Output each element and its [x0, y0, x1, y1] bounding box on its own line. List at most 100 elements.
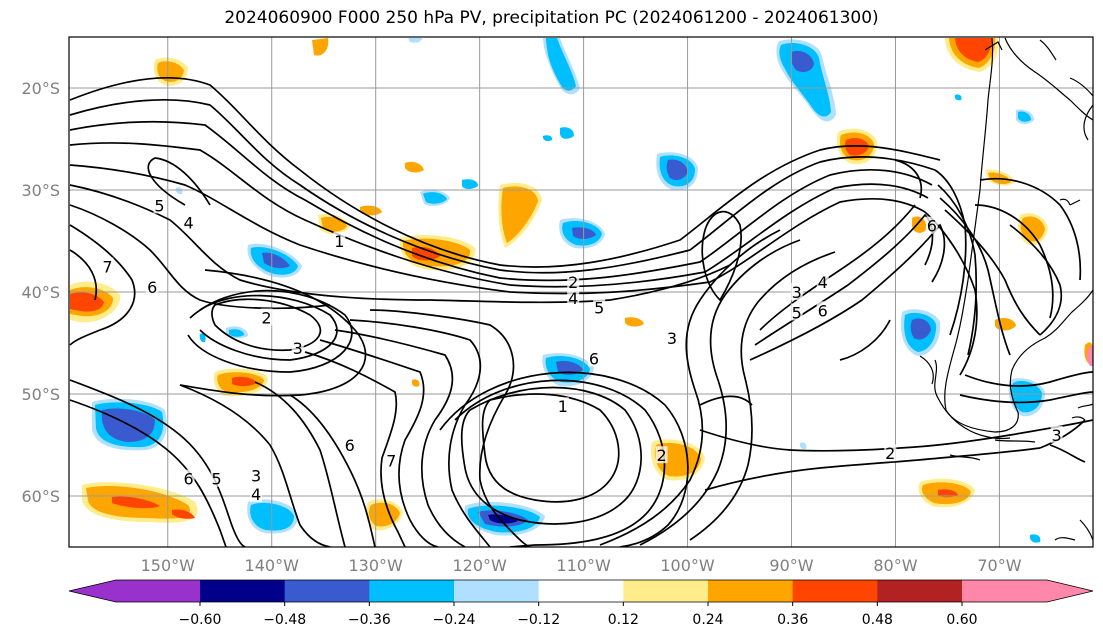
positive-anomalies	[70, 38, 1093, 531]
longitude-label: 110°W	[556, 556, 611, 575]
colorbar-tick-label: 0.36	[777, 612, 808, 628]
contour-label-bg	[587, 349, 600, 367]
colorbar-over-extension	[1047, 580, 1093, 602]
contour-label: 7	[102, 258, 112, 277]
pv-contours	[69, 76, 1093, 547]
contour-label: 1	[558, 397, 568, 416]
contour-label: 3	[667, 329, 677, 348]
colorbar-segment	[284, 580, 370, 602]
colorbar-tick-label: 0.48	[862, 612, 893, 628]
colorbar-segment	[962, 580, 1047, 602]
longitude-label: 70°W	[977, 556, 1021, 575]
contour-label-bg	[343, 436, 356, 453]
colorbar-tick-label: −0.12	[517, 612, 560, 628]
contour-label-bg	[884, 444, 897, 462]
latitude-label: 30°S	[21, 181, 60, 200]
contour-label: 6	[345, 436, 355, 455]
longitude-label: 80°W	[873, 556, 917, 575]
precipitation-shading	[70, 38, 1093, 543]
contour-label-bg	[1050, 425, 1063, 443]
contour-label-bg	[567, 289, 580, 307]
colorbar-tick-label: −0.36	[348, 612, 391, 628]
colorbar-under-extension	[69, 580, 116, 602]
colorbar-tick-label: 0.24	[692, 612, 723, 628]
contour-label: 4	[251, 485, 261, 504]
contour-label-bg	[260, 308, 273, 326]
contour-label-bg	[790, 283, 803, 300]
contour-label: 5	[154, 196, 164, 215]
colorbar-tick-label: 0.12	[608, 612, 639, 628]
contour-label: 6	[927, 217, 937, 236]
contour-label: 4	[183, 214, 193, 233]
contour-label: 4	[818, 273, 828, 292]
contour-label-bg	[593, 298, 606, 316]
colorbar-segment	[623, 580, 709, 602]
latitude-label: 40°S	[21, 283, 60, 302]
contour-label-bg	[182, 469, 195, 487]
longitude-label: 140°W	[245, 556, 300, 575]
map-title: 2024060900 F000 250 hPa PV, precipitatio…	[224, 8, 879, 28]
contour-label-bg	[250, 466, 263, 484]
contour-label: 3	[293, 339, 303, 358]
contour-label-bg	[101, 257, 114, 275]
longitude-label: 130°W	[349, 556, 404, 575]
latitude-label: 20°S	[21, 79, 60, 98]
contour-label: 6	[183, 470, 193, 489]
contour-label: 3	[251, 467, 261, 486]
longitude-label: 150°W	[141, 556, 196, 575]
contour-label: 2	[261, 309, 271, 328]
contour-label-bg	[816, 272, 829, 290]
colorbar-segment	[116, 580, 200, 602]
contour-label-bg	[925, 216, 938, 234]
contour-label: 3	[792, 283, 802, 302]
contour-label-bg	[655, 446, 668, 464]
longitude-label: 100°W	[660, 556, 715, 575]
contour-label: 6	[147, 278, 157, 297]
colorbar-segment	[538, 580, 624, 602]
contour-label: 5	[212, 470, 222, 489]
colorbar-segment	[200, 580, 286, 602]
longitude-label: 120°W	[452, 556, 507, 575]
colorbar-segment	[877, 580, 963, 602]
longitude-label: 90°W	[769, 556, 813, 575]
coastlines	[919, 37, 1093, 541]
colorbar-tick-label: −0.24	[433, 612, 476, 628]
contour-label: 1	[334, 232, 344, 251]
colorbar-tick-label: −0.60	[179, 612, 222, 628]
contour-label: 5	[594, 298, 604, 317]
colorbar-segment	[708, 580, 794, 602]
contour-label: 6	[589, 349, 599, 368]
contour-label: 3	[1052, 426, 1062, 445]
contour-label: 5	[792, 303, 802, 322]
contour-label: 2	[568, 273, 578, 292]
latitude-label: 50°S	[21, 385, 60, 404]
colorbar-tick-label: 0.60	[946, 612, 977, 628]
contour-label-bg	[665, 328, 678, 346]
longitude-labels: 150°W 140°W 130°W 120°W 110°W 100°W 90°W 80°W 70…	[141, 556, 1022, 575]
contour-label-bg	[146, 277, 159, 295]
contour-label-bg	[333, 232, 346, 249]
colorbar-segment	[454, 580, 540, 602]
latitude-labels: 20°S 30°S 40°S 50°S 60°S	[21, 79, 60, 506]
contour-label-bg	[816, 301, 829, 319]
map-frame	[68, 36, 1094, 548]
contour-label: 6	[818, 301, 828, 320]
contour-label-bg	[250, 484, 263, 502]
contour-label-bg	[385, 451, 398, 469]
contour-label: 2	[656, 446, 666, 465]
contour-label: 2	[885, 444, 895, 463]
contour-label: 4	[568, 289, 578, 308]
contour-label-bg	[790, 303, 803, 321]
colorbar: −0.60 −0.48 −0.36 −0.24 −0.12 0.12 0.24 0.36 0.4…	[68, 579, 1094, 628]
contour-label-bg	[556, 397, 569, 415]
colorbar-segment	[792, 580, 878, 602]
latitude-label: 60°S	[21, 487, 60, 506]
contour-label: 7	[386, 451, 396, 470]
contour-label-bg	[567, 272, 580, 290]
contour-label-bg	[291, 339, 304, 357]
colorbar-outline	[68, 579, 1094, 603]
contour-label-bg	[182, 213, 195, 231]
contour-label-bg	[210, 469, 223, 487]
